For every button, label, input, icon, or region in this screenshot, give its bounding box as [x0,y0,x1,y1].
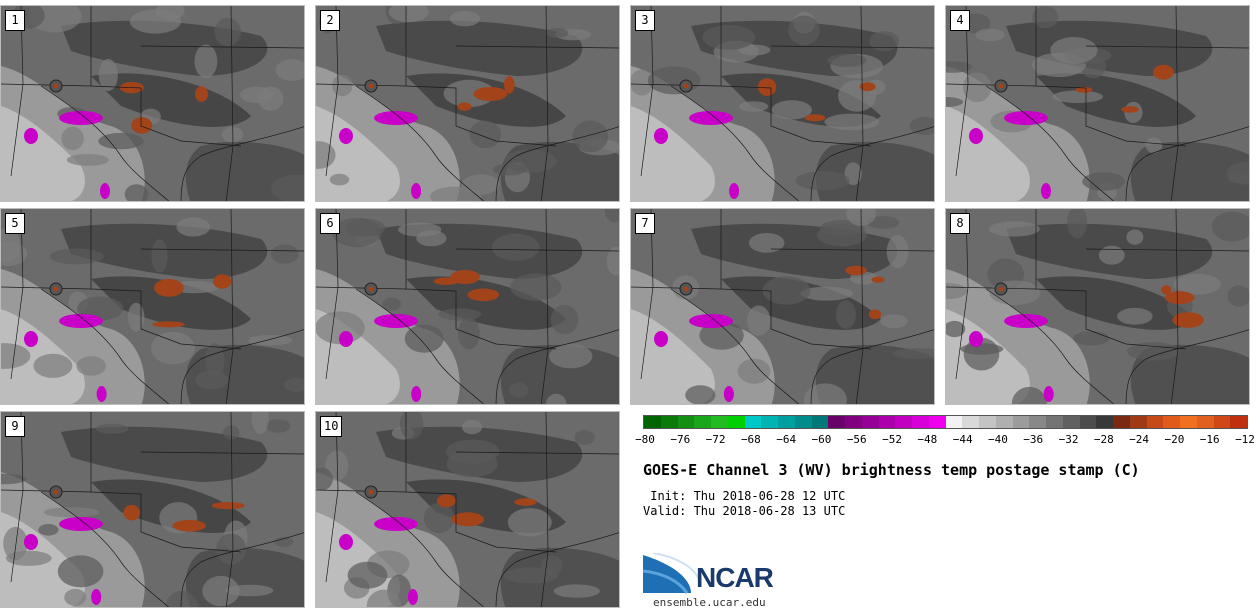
ensemble-member-panel: 8 [945,208,1250,405]
colorbar-segment [1146,416,1164,428]
panel-number-label: 1 [5,10,25,31]
page-title: GOES-E Channel 3 (WV) brightness temp po… [643,461,1140,479]
panel-number-label: 6 [320,213,340,234]
colorbar-tick-label: −20 [1164,433,1185,446]
colorbar-tick-label: −52 [882,433,902,446]
colorbar-segment [861,416,879,428]
colorbar-segment [1230,416,1247,428]
water-vapor-map [316,6,619,201]
colorbar-segment [778,416,795,428]
colorbar-segment [1029,416,1046,428]
colorbar-tick-label: −48 [917,433,938,446]
init-time: Init: Thu 2018-06-28 12 UTC [643,489,846,503]
panel-number-label: 10 [320,416,343,437]
colorbar-segment [995,416,1013,428]
colorbar-segment [1129,416,1147,428]
colorbar-segment [727,416,745,428]
colorbar-tick-label: −16 [1199,433,1220,446]
colorbar-segment [811,416,829,428]
ensemble-member-panel: 10 [315,411,620,608]
colorbar-tick-label: −80 [635,433,655,446]
water-vapor-map [1,209,304,404]
colorbar-segment [979,416,996,428]
ensemble-member-panel: 6 [315,208,620,405]
colorbar-tick-label: −32 [1058,433,1079,446]
colorbar-tick-label: −12 [1235,433,1255,446]
colorbar-tick-label: −24 [1129,433,1150,446]
water-vapor-map [631,209,934,404]
water-vapor-map [946,6,1249,201]
colorbar-segment [1046,416,1063,428]
colorbar-segment [711,416,728,428]
colorbar-tick-label: −28 [1093,433,1114,446]
colorbar-segment [1062,416,1080,428]
colorbar-segment [677,416,695,428]
ensemble-member-panel: 2 [315,5,620,202]
ensemble-member-panel: 9 [0,411,305,608]
colorbar-segment [660,416,678,428]
colorbar-segment [1213,416,1231,428]
colorbar-tick-label: −36 [1023,433,1044,446]
colorbar-segment [744,416,762,428]
ensemble-member-panel: 5 [0,208,305,405]
colorbar-segment [962,416,979,428]
colorbar-segment [912,416,929,428]
colorbar-segment [1012,416,1030,428]
colorbar-tick-label: −44 [952,433,973,446]
colorbar-tick-label: −76 [670,433,691,446]
panel-number-label: 5 [5,213,25,234]
ncar-logo-text: NCAR [696,562,774,593]
colorbar-segment [761,416,778,428]
colorbar-segment [945,416,963,428]
ensemble-member-panel: 4 [945,5,1250,202]
water-vapor-map [631,6,934,201]
water-vapor-map [1,6,304,201]
colorbar-segment [845,416,862,428]
colorbar-segment [928,416,946,428]
panel-number-label: 4 [950,10,970,31]
water-vapor-map [316,412,619,607]
colorbar-segment [644,416,661,428]
colorbar-tick-label: −64 [776,433,797,446]
colorbar-segment [794,416,812,428]
colorbar-segment [1196,416,1214,428]
ensemble-member-panel: 3 [630,5,935,202]
panel-number-label: 2 [320,10,340,31]
colorbar-segment [828,416,845,428]
colorbar-tick-label: −68 [740,433,761,446]
colorbar-segment [1096,416,1113,428]
ensemble-member-panel: 1 [0,5,305,202]
panel-number-label: 8 [950,213,970,234]
panel-number-label: 9 [5,416,25,437]
panel-number-label: 3 [635,10,655,31]
colorbar-segment [895,416,912,428]
colorbar-segment [1079,416,1097,428]
water-vapor-map [946,209,1249,404]
water-vapor-map [316,209,619,404]
ncar-logo-icon [643,553,700,594]
colorbar-tick-label: −60 [811,433,832,446]
colorbar-segment [694,416,711,428]
panel-number-label: 7 [635,213,655,234]
logo-url: ensemble.ucar.edu [653,596,766,609]
colorbar-segment [1180,416,1197,428]
colorbar-tick-label: −40 [988,433,1008,446]
colorbar-segment [1163,416,1180,428]
water-vapor-map [1,412,304,607]
colorbar-tick-label: −56 [846,433,867,446]
colorbar-tick-label: −72 [705,433,726,446]
colorbar-segment [1113,416,1130,428]
colorbar-segment [878,416,896,428]
colorbar [643,415,1248,429]
ensemble-member-panel: 7 [630,208,935,405]
valid-time: Valid: Thu 2018-06-28 13 UTC [643,504,846,518]
colorbar-ticks: −80 −76 −72 −68 −64 −60 −56 −52 −48 −44 −40 −36 −32 −… [635,433,1255,447]
